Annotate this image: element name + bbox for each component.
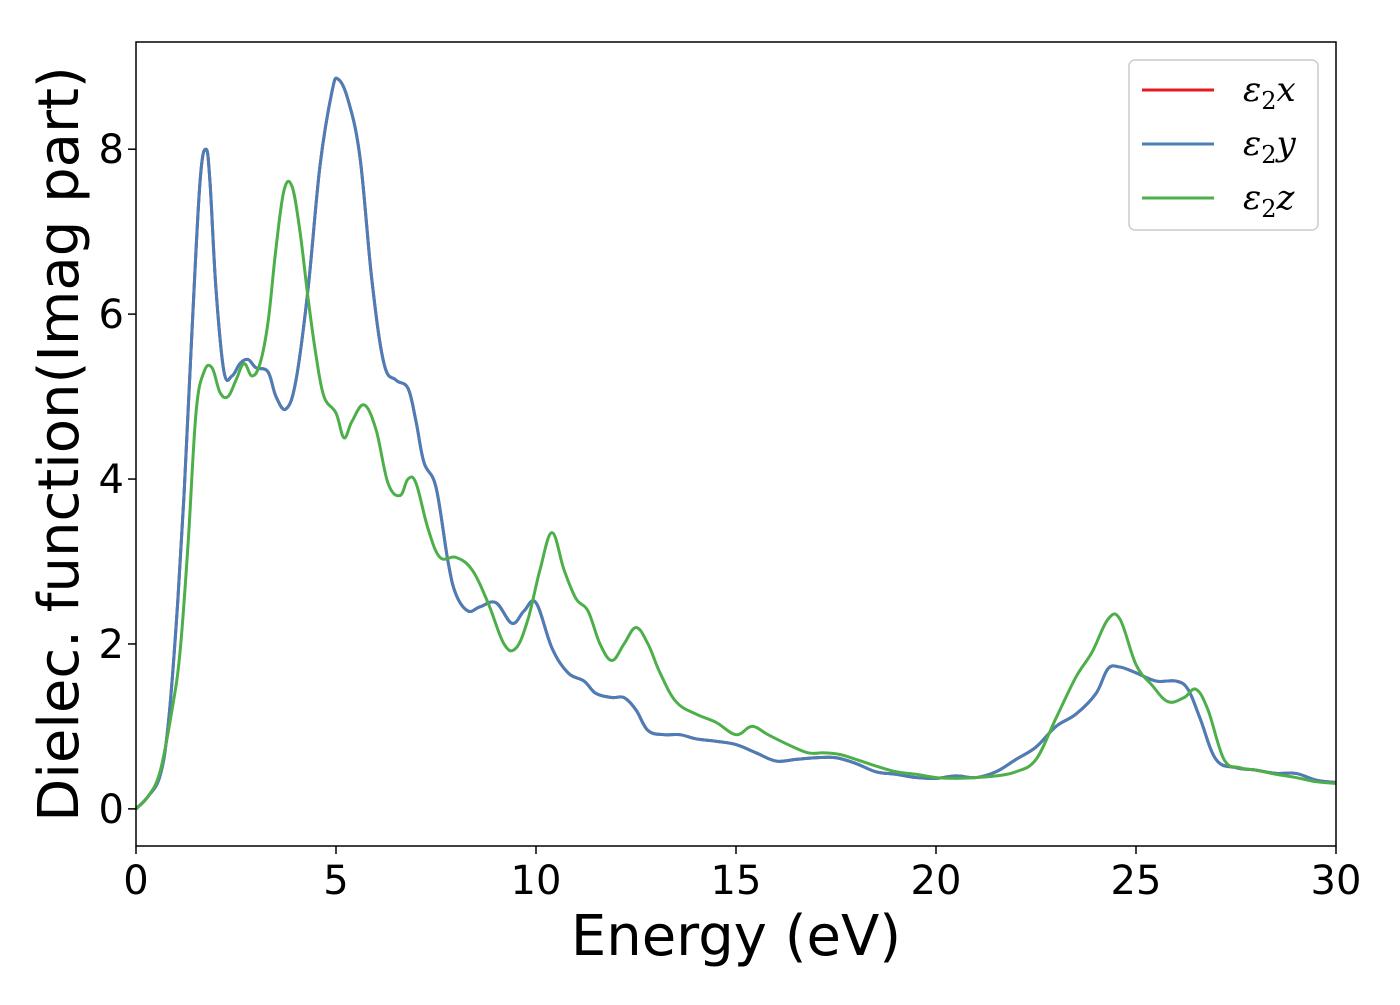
series-line-2 [134,76,1337,810]
legend-label-component: z [1276,178,1296,218]
y-tick-label: 4 [99,457,124,503]
legend-label-subscript: 2 [1261,141,1276,169]
legend-box [1128,59,1319,231]
legend-label-symbol: ε [1243,124,1261,164]
x-tick-label: 25 [1111,858,1162,904]
y-tick-label: 8 [99,127,124,173]
legend-label-subscript: 2 [1261,87,1276,115]
y-tick-label: 2 [99,622,124,668]
legend-label: ε2y [1243,124,1297,169]
legend-label-component: x [1277,70,1296,110]
x-tick-label: 15 [711,858,762,904]
legend-label-symbol: ε [1243,178,1261,218]
y-tick-label: 0 [99,787,124,833]
legend-label-symbol: ε [1243,70,1261,110]
x-tick-label: 20 [911,858,962,904]
y-tick-label: 6 [99,292,124,338]
legend-label-component: y [1275,124,1297,164]
series-line-3 [134,179,1337,810]
x-tick-label: 0 [123,858,148,904]
series-lines [134,76,1337,810]
x-tick-label: 10 [511,858,562,904]
y-ticks: 0 2 4 6 8 [99,127,136,833]
legend-label-subscript: 2 [1261,195,1276,223]
x-tick-label: 5 [323,858,348,904]
x-ticks: 0 5 10 15 20 25 30 [123,846,1361,904]
x-tick-label: 30 [1311,858,1362,904]
legend-label: ε2x [1243,70,1296,115]
y-axis-label: Dielec. function(Imag part) [27,66,92,822]
legend-label: ε2z [1243,178,1296,223]
x-axis-label: Energy (eV) [571,904,901,969]
